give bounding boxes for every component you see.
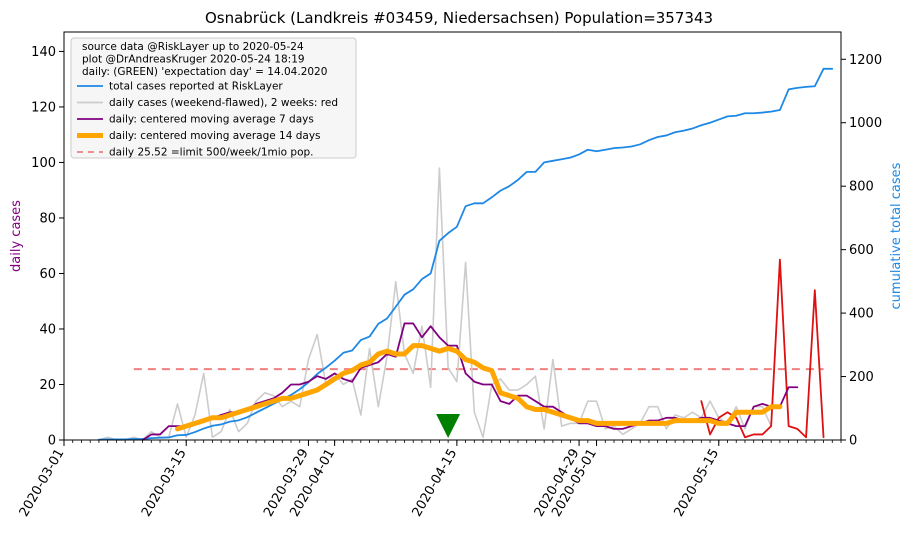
expectation-day-marker bbox=[436, 414, 461, 438]
legend-entry-label: daily: centered moving average 14 days bbox=[109, 130, 321, 142]
y-left-tick-label: 100 bbox=[31, 156, 56, 171]
legend-note: plot @DrAndreasKruger 2020-05-24 18:19 bbox=[82, 54, 305, 66]
legend-entry-label: daily: centered moving average 7 days bbox=[109, 114, 314, 126]
plot-frame bbox=[63, 31, 842, 441]
y-right-tick-label: 0 bbox=[849, 434, 857, 449]
series-line-ma14 bbox=[174, 343, 783, 432]
plot-area bbox=[98, 67, 834, 441]
y-right-tick-label: 1200 bbox=[849, 53, 882, 68]
legend-note: source data @RiskLayer up to 2020-05-24 bbox=[82, 41, 304, 53]
y-right-tick-label: 200 bbox=[849, 370, 874, 385]
y-axis-label-left: daily cases bbox=[9, 200, 24, 272]
y-right-tick-label: 600 bbox=[849, 243, 874, 258]
legend-entry-label: daily cases (weekend-flawed), 2 weeks: r… bbox=[109, 97, 338, 109]
y-left-tick-label: 0 bbox=[48, 434, 56, 449]
series-line-total bbox=[98, 67, 834, 441]
y-right-tick-label: 800 bbox=[849, 180, 874, 195]
y-left-tick-label: 20 bbox=[39, 378, 56, 393]
legend-box bbox=[70, 37, 357, 159]
legend-note: daily: (GREEN) 'expectation day' = 14.04… bbox=[82, 66, 327, 78]
series-line-daily-last-two-weeks bbox=[700, 258, 825, 439]
y-left-tick-label: 120 bbox=[31, 100, 56, 115]
legend: source data @RiskLayer up to 2020-05-24p… bbox=[70, 37, 357, 159]
legend-entry-label: daily 25.52 =limit 500/week/1mio pop. bbox=[109, 147, 314, 159]
y-left-tick-label: 80 bbox=[39, 211, 56, 226]
chart-title: Osnabrück (Landkreis #03459, Niedersachs… bbox=[205, 9, 713, 27]
y-left-tick-label: 60 bbox=[39, 267, 56, 282]
y-left-tick-label: 40 bbox=[39, 322, 56, 337]
y-right-tick-label: 400 bbox=[849, 307, 874, 322]
y-left-tick-label: 140 bbox=[31, 45, 56, 60]
y-right-tick-label: 1000 bbox=[849, 116, 882, 131]
y-axis-label-right: cumulative total cases bbox=[889, 162, 904, 309]
legend-entry-label: total cases reported at RiskLayer bbox=[109, 81, 283, 93]
